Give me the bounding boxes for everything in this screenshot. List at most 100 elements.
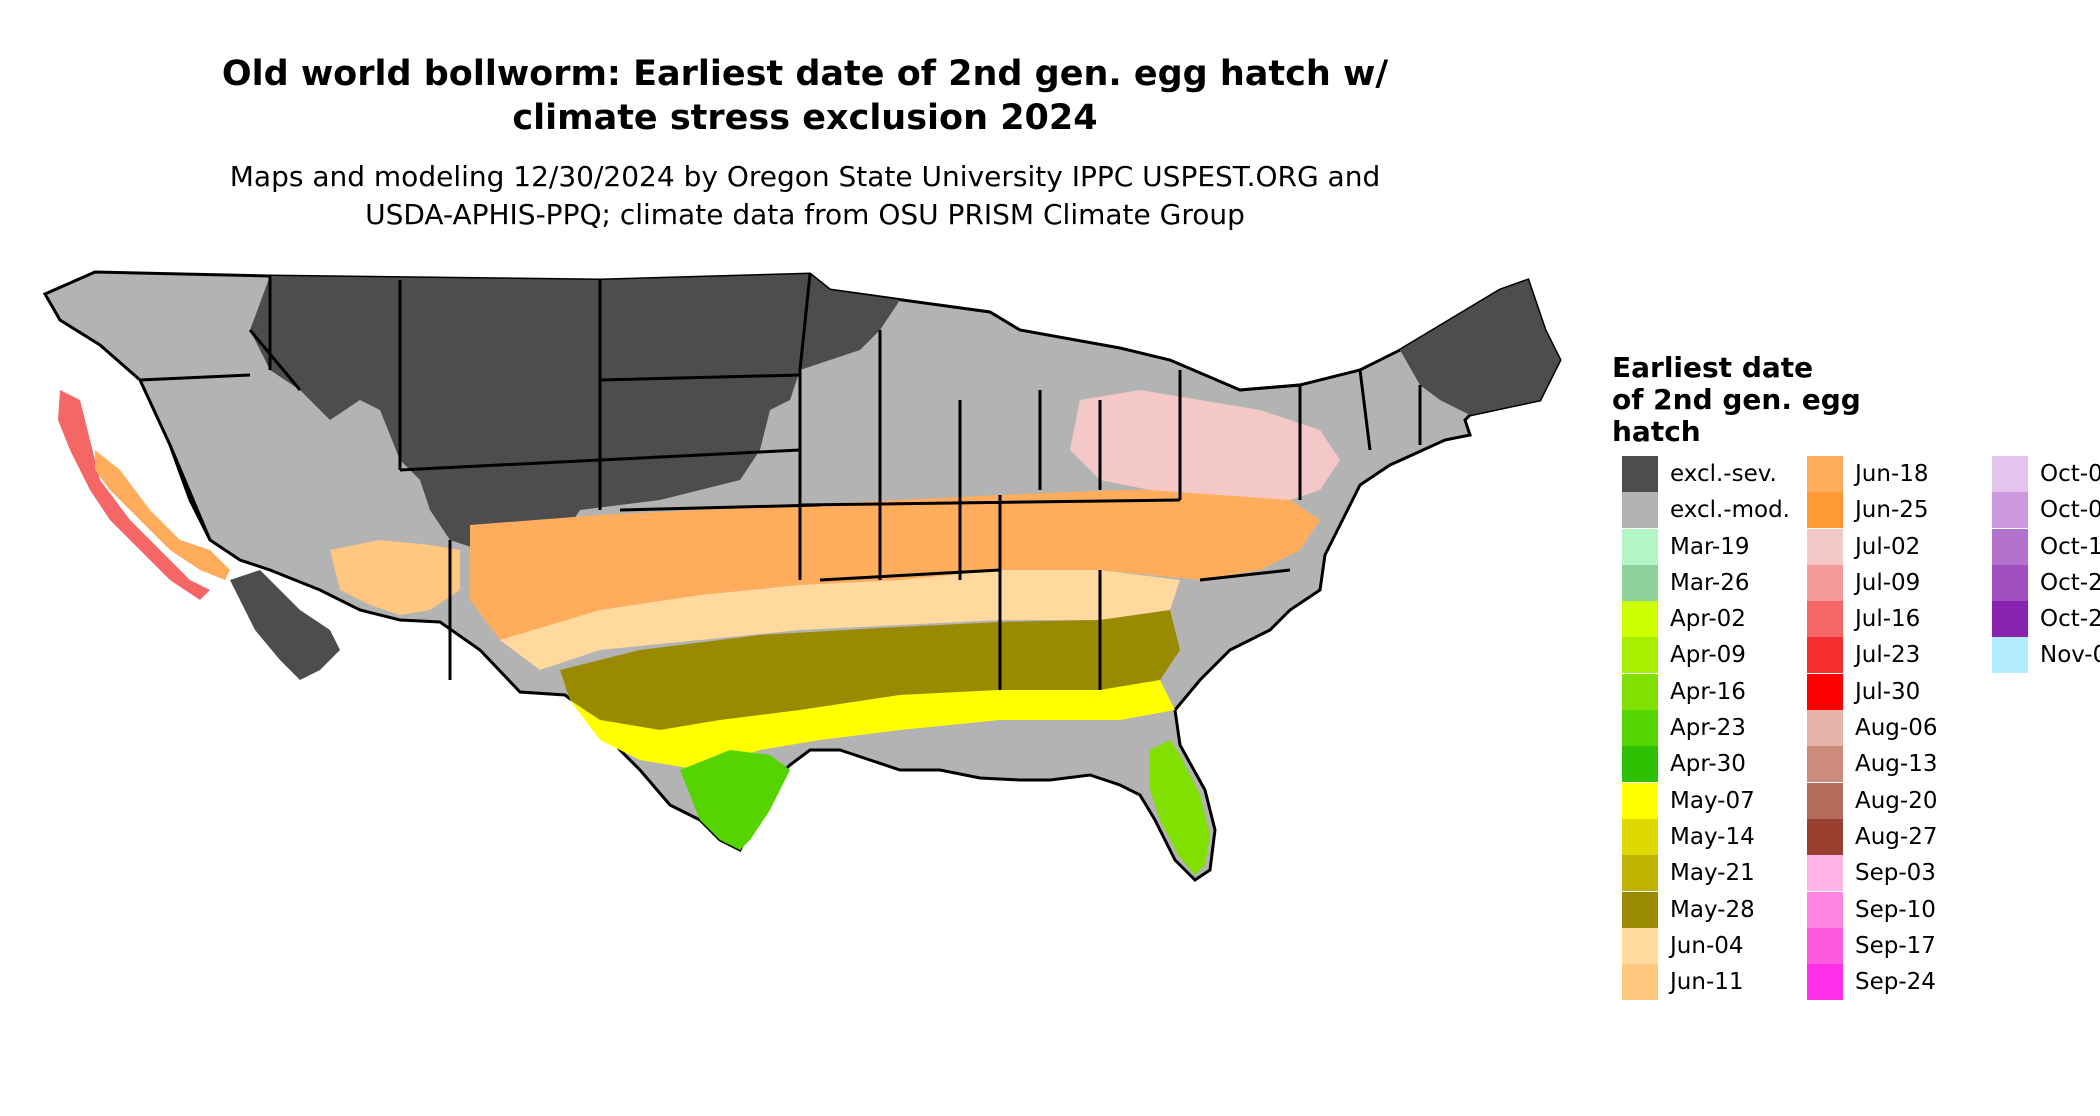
legend-label: Apr-09 [1670, 642, 1746, 669]
legend-label: Oct-22 [2040, 569, 2100, 596]
region-apr-south-texas [680, 750, 790, 850]
legend-label: Jun-18 [1855, 461, 1929, 487]
legend-label: Mar-19 [1670, 533, 1750, 560]
legend-swatch [1622, 492, 1658, 529]
legend-item: Jul-09 [1807, 564, 1997, 601]
legend-label: Jul-30 [1855, 678, 1921, 705]
legend-swatch [1992, 601, 2028, 638]
legend-label: May-28 [1670, 896, 1755, 923]
legend-swatch [1622, 456, 1658, 492]
legend-label: Apr-02 [1670, 606, 1746, 633]
legend-item: Oct-15 [1992, 528, 2100, 565]
legend-swatch [1992, 637, 2028, 674]
legend-label: Apr-23 [1670, 715, 1746, 742]
region-apr-florida [1150, 740, 1210, 875]
legend-swatch [1622, 927, 1658, 964]
legend-swatch [1807, 964, 1843, 1001]
legend-item: Aug-20 [1807, 782, 1997, 819]
legend-swatch [1622, 746, 1658, 783]
legend-swatch [1992, 456, 2028, 492]
legend-item: Apr-02 [1622, 601, 1812, 638]
legend-label: Sep-03 [1855, 860, 1936, 887]
region-jun-california [95, 450, 230, 580]
legend-item: Mar-19 [1622, 528, 1812, 565]
legend-swatch [1807, 891, 1843, 928]
legend-label: Jun-04 [1670, 932, 1744, 959]
legend-label: Jul-16 [1855, 606, 1921, 633]
legend-item: Oct-01 [1992, 456, 2100, 492]
us-map [42, 270, 1562, 882]
legend-label: Sep-17 [1855, 932, 1936, 959]
legend-label: Jul-09 [1855, 569, 1921, 596]
legend-swatch [1807, 637, 1843, 674]
legend-item: Jun-11 [1622, 964, 1812, 1001]
legend-label: Aug-13 [1855, 751, 1938, 778]
legend-swatch [1807, 601, 1843, 638]
legend-label: excl.-sev. [1670, 461, 1777, 487]
legend-item: Sep-24 [1807, 964, 1997, 1001]
legend-column-3: Oct-01 Oct-08 Oct-15 Oct-22 Oct-29 Nov-0… [1992, 456, 2100, 674]
legend-swatch [1807, 456, 1843, 492]
legend-title-line-2: of 2nd gen. egg [1612, 383, 1861, 416]
legend-swatch [1807, 492, 1843, 529]
map-subtitle-line-2: USDA-APHIS-PPQ; climate data from OSU PR… [365, 198, 1245, 231]
region-jun-southwest [330, 540, 460, 615]
legend-item: Sep-10 [1807, 891, 1997, 928]
legend-label: Aug-20 [1855, 787, 1938, 814]
legend-label: Aug-27 [1855, 823, 1938, 850]
legend-label: Oct-29 [2040, 606, 2100, 633]
legend-item: Jun-18 [1807, 456, 1997, 492]
legend-label: excl.-mod. [1670, 497, 1790, 524]
legend-item: Oct-22 [1992, 564, 2100, 601]
legend-item: May-14 [1622, 818, 1812, 855]
legend-swatch [1622, 710, 1658, 747]
legend-item: Oct-29 [1992, 601, 2100, 638]
map-title-line-2: climate stress exclusion 2024 [512, 98, 1098, 138]
legend-item: Jul-30 [1807, 673, 1997, 710]
region-jul-west-coast [58, 390, 210, 600]
region-may-yellow-gulf [570, 680, 1175, 770]
legend-label: Jun-25 [1855, 497, 1929, 524]
legend-swatch [1807, 528, 1843, 565]
legend-label: May-07 [1670, 787, 1755, 814]
legend-item: May-28 [1622, 891, 1812, 928]
legend-item: Jul-02 [1807, 528, 1997, 565]
legend-swatch [1807, 746, 1843, 783]
legend-label: Oct-15 [2040, 533, 2100, 560]
legend-swatch [1622, 891, 1658, 928]
legend-item: May-21 [1622, 855, 1812, 892]
map-subtitle-line-1: Maps and modeling 12/30/2024 by Oregon S… [229, 160, 1381, 193]
legend-swatch [1807, 564, 1843, 601]
legend-item: Nov-05 [1992, 637, 2100, 674]
legend-label: Jun-11 [1670, 969, 1744, 996]
legend-swatch [1807, 818, 1843, 855]
legend-item: Apr-30 [1622, 746, 1812, 783]
legend-swatch [1622, 564, 1658, 601]
legend-item: Apr-09 [1622, 637, 1812, 674]
legend-swatch [1992, 528, 2028, 565]
legend-swatch [1807, 927, 1843, 964]
legend-item: Aug-13 [1807, 746, 1997, 783]
legend-swatch [1622, 637, 1658, 674]
legend-item: excl.-sev. [1622, 456, 1812, 492]
legend-column-1: excl.-sev. excl.-mod. Mar-19 Mar-26 Apr-… [1622, 456, 1812, 1001]
legend-swatch [1622, 818, 1658, 855]
legend-label: Sep-10 [1855, 896, 1936, 923]
region-may-gulf [560, 610, 1180, 730]
legend-title-line-3: hatch [1612, 415, 1701, 448]
legend-label: Apr-16 [1670, 678, 1746, 705]
legend-label: Nov-05 [2040, 642, 2100, 669]
region-excl-sev-northeast [1400, 280, 1560, 415]
map-title-line-1: Old world bollworm: Earliest date of 2nd… [221, 54, 1389, 94]
legend-swatch [1807, 855, 1843, 892]
legend-swatch [1622, 601, 1658, 638]
legend-item: Sep-03 [1807, 855, 1997, 892]
legend-label: Aug-06 [1855, 715, 1938, 742]
legend-item: Sep-17 [1807, 927, 1997, 964]
legend-item: Jul-23 [1807, 637, 1997, 674]
legend-label: Jul-23 [1855, 642, 1921, 669]
legend-label: May-21 [1670, 860, 1755, 887]
legend-item: Aug-06 [1807, 710, 1997, 747]
legend-label: Apr-30 [1670, 751, 1746, 778]
map-title: Old world bollworm: Earliest date of 2nd… [120, 52, 1490, 140]
